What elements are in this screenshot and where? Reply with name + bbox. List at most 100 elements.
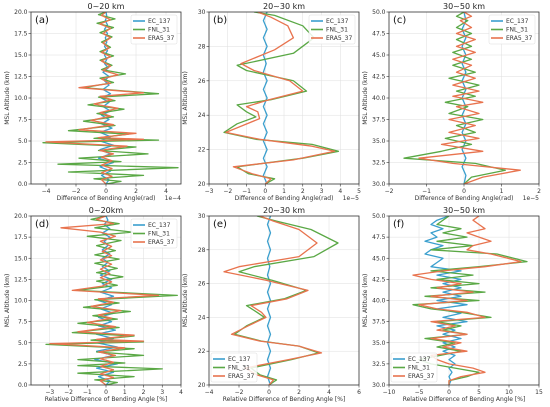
y-tick-label: 30: [198, 213, 206, 220]
y-tick-label: 10.0: [14, 95, 28, 102]
x-tick-label: 1: [123, 389, 127, 396]
x-tick-label: −2: [64, 389, 73, 396]
y-tick-label: 42.5: [372, 276, 386, 283]
subplot-d: −3 −2 −1 0 1 2 3 4 0.0 2.5 5.0 7.5 10.0 12.5 15.0 17.5 2…: [4, 206, 183, 403]
legend-entry: FNL_31: [326, 27, 348, 34]
axes-frame: [208, 215, 360, 386]
series-line-ERA5_37: [418, 12, 521, 184]
legend-entry: ERA5_37: [228, 373, 254, 380]
y-tick-label: 24: [198, 314, 206, 321]
y-tick-label: 17.5: [14, 31, 28, 38]
subplot-b: −3 −2 −1 0 1 2 3 4 5 20 22 24 26 28 30 20~30 km (b) Diffe…: [182, 2, 361, 202]
legend-entry: FNL_31: [506, 27, 528, 34]
series-line-FNL_31: [403, 12, 506, 184]
x-tick-label: 2: [301, 188, 305, 195]
x-tick-label: 2: [537, 188, 541, 195]
y-tick-label: 50.0: [372, 9, 386, 16]
series-group: [42, 12, 179, 184]
y-tick-label: 0.0: [18, 181, 28, 188]
y-tick-label: 7.5: [18, 117, 28, 124]
x-tick-label: −10: [383, 389, 396, 396]
x-axis-label: Relative Difference of Bending Angle [%]: [45, 396, 168, 403]
legend-entry: ERA5_37: [408, 373, 434, 380]
y-tick-label: 32.5: [372, 361, 386, 368]
subplot-c: −2 −1 0 1 2 30.0 32.5 35.0 37.5 40.0 42.5 45.0 47.5 5…: [362, 2, 541, 202]
x-tick-label: −1: [422, 188, 431, 195]
x-axis-label: Relative Difference of Bending Angle [%]: [223, 396, 346, 403]
x-tick-label: 5: [477, 389, 481, 396]
y-tick-label: 20.0: [14, 9, 28, 16]
y-tick-label: 28: [198, 247, 206, 254]
x-tick-label: 3: [320, 188, 324, 195]
y-tick-label: 45.0: [372, 52, 386, 59]
x-tick-label: 1: [282, 188, 286, 195]
y-axis-label: MSL Altitude (km): [4, 71, 11, 125]
y-tick-label: 26: [198, 281, 206, 288]
legend-entry: EC_137: [148, 222, 171, 229]
panel-label: (d): [35, 219, 49, 230]
x-scale-factor: 1e−5: [343, 195, 360, 202]
x-tick-label: −2: [385, 188, 394, 195]
y-tick-label: 50.0: [372, 213, 386, 220]
y-tick-label: 12.5: [14, 74, 28, 81]
subplot-title: 20~30 km: [263, 206, 305, 215]
y-tick-label: 20.0: [14, 213, 28, 220]
x-tick-label: 15: [535, 389, 543, 396]
x-tick-label: 4: [179, 389, 183, 396]
y-tick-label: 42.5: [372, 74, 386, 81]
x-tick-label: 4: [164, 188, 168, 195]
y-tick-label: 17.5: [14, 234, 28, 241]
x-tick-label: 6: [357, 389, 361, 396]
y-tick-label: 5.0: [18, 340, 28, 347]
x-tick-label: 0: [263, 188, 267, 195]
legend-entry: FNL_31: [148, 27, 170, 34]
y-tick-label: 32.5: [372, 160, 386, 167]
x-tick-label: −4: [42, 188, 51, 195]
x-axis-label: Difference of Bending Angle(rad): [235, 195, 334, 202]
legend-entry: ERA5_37: [148, 35, 174, 42]
subplot-a: −4 −2 0 2 4 0.0 2.5 5.0 7.5 10.0 12.5 15.0 17.5 20.0 0…: [4, 2, 182, 202]
legend-entry: FNL_31: [408, 365, 430, 372]
y-tick-label: 37.5: [372, 117, 386, 124]
x-tick-label: 2: [297, 389, 301, 396]
x-tick-label: 0: [104, 389, 108, 396]
x-tick-label: 4: [327, 389, 331, 396]
y-tick-label: 24: [198, 112, 206, 119]
y-tick-label: 2.5: [18, 361, 28, 368]
x-axis-label: Difference of Bending Angle(rad): [415, 195, 514, 202]
panel-label: (f): [393, 219, 404, 230]
subplot-title: 0~20 km: [88, 2, 125, 11]
series-group: [223, 12, 340, 184]
y-tick-label: 10.0: [14, 298, 28, 305]
y-tick-label: 30.0: [372, 181, 386, 188]
y-tick-label: 0.0: [18, 382, 28, 389]
legend-entry: EC_137: [506, 18, 529, 25]
x-axis-label: Relative Difference of Bending Angle [%]: [403, 396, 526, 403]
x-tick-label: 2: [134, 188, 138, 195]
y-tick-label: 12.5: [14, 276, 28, 283]
series-line-ERA5_37: [223, 216, 323, 385]
legend-entry: EC_137: [148, 18, 171, 25]
panel-label: (e): [213, 219, 227, 230]
series-group: [45, 216, 178, 385]
panel-label: (c): [393, 15, 406, 26]
legend-entry: EC_137: [408, 356, 431, 363]
y-axis-label: MSL Altitude (km): [4, 274, 11, 328]
panel-label: (a): [35, 15, 49, 26]
y-tick-label: 35.0: [372, 340, 386, 347]
x-tick-label: −2: [72, 188, 81, 195]
y-tick-label: 15.0: [14, 52, 28, 59]
x-tick-label: −2: [223, 188, 232, 195]
x-tick-label: 0: [447, 389, 451, 396]
legend-entry: ERA5_37: [326, 35, 352, 42]
y-tick-label: 47.5: [372, 31, 386, 38]
x-tick-label: 0: [104, 188, 108, 195]
series-line-ERA5_37: [45, 12, 145, 184]
y-axis-label: MSL Altitude (km): [362, 274, 369, 328]
y-tick-label: 40.0: [372, 95, 386, 102]
y-axis-label: MSL Altitude (km): [362, 71, 369, 125]
